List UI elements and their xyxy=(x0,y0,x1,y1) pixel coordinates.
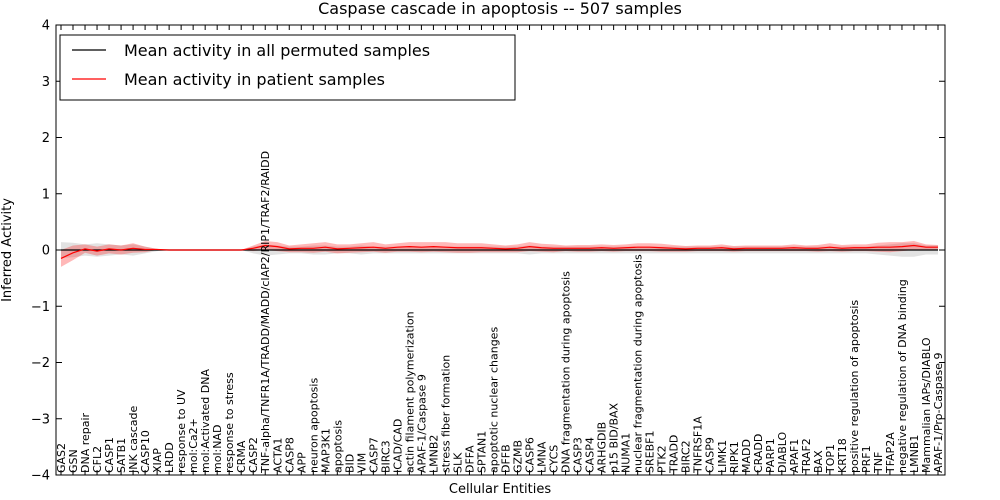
x-tick-label: BIRC2 xyxy=(680,440,693,473)
x-tick-label: CASP9 xyxy=(704,437,717,473)
x-tick-label: GSN xyxy=(67,449,80,473)
x-tick-label: BAX xyxy=(812,450,825,473)
x-tick-label: CASP3 xyxy=(572,437,585,473)
x-tick-label: apoptotic nuclear changes xyxy=(487,327,500,473)
x-tick-label: VIM xyxy=(355,453,368,473)
y-tick-label: 4 xyxy=(42,19,50,34)
x-tick-label: TNFRSF1A xyxy=(692,416,705,474)
x-tick-label: SPTAN1 xyxy=(475,431,488,473)
x-tick-label: NUMA1 xyxy=(620,433,633,473)
x-tick-label: ARHGDIB xyxy=(596,422,609,473)
x-tick-label: DNA fragmentation during apoptosis xyxy=(560,271,573,473)
legend-entry: Mean activity in patient samples xyxy=(124,70,385,89)
x-tick-label: RIPK1 xyxy=(728,441,741,473)
y-tick-label: 2 xyxy=(42,131,50,146)
x-tick-label: DIABLO xyxy=(776,431,789,473)
line-patient xyxy=(60,244,938,259)
y-tick-label: −2 xyxy=(31,356,50,371)
x-tick-label: APAF-1/Pro-Caspase 9 xyxy=(932,353,945,473)
x-tick-label: SLK xyxy=(451,452,464,473)
x-tick-label: positive regulation of apoptosis xyxy=(848,300,861,473)
x-tick-label: PRF1 xyxy=(860,445,873,473)
x-tick-label: SATB1 xyxy=(115,438,128,473)
x-tick-label: CYCS xyxy=(548,445,561,473)
x-tick-label: APP xyxy=(295,452,308,473)
x-tick-label: mol:NAD xyxy=(211,425,224,473)
x-tick-label: XIAP xyxy=(151,448,164,473)
x-tick-label: DNA repair xyxy=(79,412,92,473)
x-tick-label: PTK2 xyxy=(656,445,669,473)
x-tick-label: SREBF1 xyxy=(644,431,657,473)
legend: Mean activity in all permuted samples Mea… xyxy=(59,34,516,101)
y-tick-label: 3 xyxy=(42,75,50,90)
x-tick-label: LIMK1 xyxy=(716,440,729,473)
x-tick-label: GZMB xyxy=(512,440,525,473)
x-tick-label: APAF1 xyxy=(788,439,801,473)
x-tick-label: DFFB xyxy=(500,444,513,473)
x-tick-label: response to UV xyxy=(175,389,188,473)
x-tick-label: nuclear fragmentation during apoptosis xyxy=(632,254,645,473)
x-tick-label: ICAD/CAD xyxy=(391,419,404,473)
x-tick-label: TNF-alpha/TNFR1A/TRADD/MADD/cIAP2/RIP1/T… xyxy=(259,151,272,474)
x-tick-label: KRT18 xyxy=(836,438,849,473)
x-tick-label: CASP7 xyxy=(367,437,380,473)
y-tick-label: 1 xyxy=(42,187,50,202)
x-tick-label: PARP1 xyxy=(764,438,777,473)
x-tick-label: CASP8 xyxy=(283,437,296,473)
x-tick-label: MADD xyxy=(740,439,753,473)
x-tick-label: p15 BID/BAX xyxy=(608,402,621,473)
x-tick-label: TRADD xyxy=(668,435,681,474)
x-tick-label: response to stress xyxy=(223,372,236,473)
y-tick-label: −1 xyxy=(31,300,50,315)
x-axis-ticks: GAS2 GSN DNA repair CFL2 CASP1 SATB1 JNK casca… xyxy=(55,25,945,475)
x-tick-label: LMNB2 xyxy=(427,435,440,473)
x-tick-label: LMNB1 xyxy=(908,435,921,473)
x-axis-label: Cellular Entities xyxy=(449,482,551,497)
x-tick-label: CASP6 xyxy=(524,437,537,473)
x-tick-label: LRDD xyxy=(163,442,176,473)
x-tick-label: BIRC3 xyxy=(379,440,392,473)
x-tick-label: stress fiber formation xyxy=(439,355,452,473)
x-tick-label: mol:Ca2+ xyxy=(187,418,200,473)
x-tick-label: negative regulation of DNA binding xyxy=(896,279,909,473)
y-tick-label: −3 xyxy=(31,412,50,427)
series-lines xyxy=(60,244,938,259)
y-axis-ticks: −4 −3 −2 −1 0 1 2 3 4 xyxy=(31,19,945,484)
x-tick-label: APAF-1/Caspase 9 xyxy=(415,374,428,473)
x-tick-label: DFFA xyxy=(463,445,476,473)
x-tick-label: JNK cascade xyxy=(127,406,140,474)
x-tick-label: LMNA xyxy=(536,441,549,473)
x-tick-label: TFAP2A xyxy=(884,432,897,474)
x-tick-label: MAP3K1 xyxy=(319,428,332,473)
x-tick-label: TNF xyxy=(872,452,885,474)
x-tick-label: TRAF2 xyxy=(800,438,813,474)
x-tick-label: CASP2 xyxy=(247,437,260,473)
x-tick-label: CRADD xyxy=(752,434,765,473)
x-tick-label: CASP10 xyxy=(139,430,152,473)
x-tick-label: apoptosis xyxy=(331,420,344,473)
x-tick-label: TOP1 xyxy=(824,444,837,474)
y-tick-label: −4 xyxy=(31,469,50,484)
x-tick-label: ACTA1 xyxy=(271,438,284,473)
x-tick-label: neuron apoptosis xyxy=(307,378,320,473)
y-tick-label: 0 xyxy=(42,244,50,259)
x-tick-label: GAS2 xyxy=(55,443,68,473)
x-tick-label: CASP4 xyxy=(584,437,597,473)
plot-frame xyxy=(55,24,946,476)
x-tick-label: CASP1 xyxy=(103,437,116,473)
chart-title: Caspase cascade in apoptosis -- 507 samp… xyxy=(318,0,682,18)
x-tick-label: mol:Activated DNA xyxy=(199,369,212,473)
x-tick-label: CRMA xyxy=(235,440,248,473)
x-tick-label: BID xyxy=(343,454,356,473)
legend-entry: Mean activity in all permuted samples xyxy=(124,41,430,60)
x-tick-label: actin filament polymerization xyxy=(403,311,416,473)
x-tick-label: Mammalian IAPs/DIABLO xyxy=(920,337,933,473)
x-tick-label: CFL2 xyxy=(91,446,104,473)
legend-box xyxy=(59,34,516,101)
plot-border xyxy=(55,24,946,476)
y-axis-label: Inferred Activity xyxy=(0,198,15,302)
